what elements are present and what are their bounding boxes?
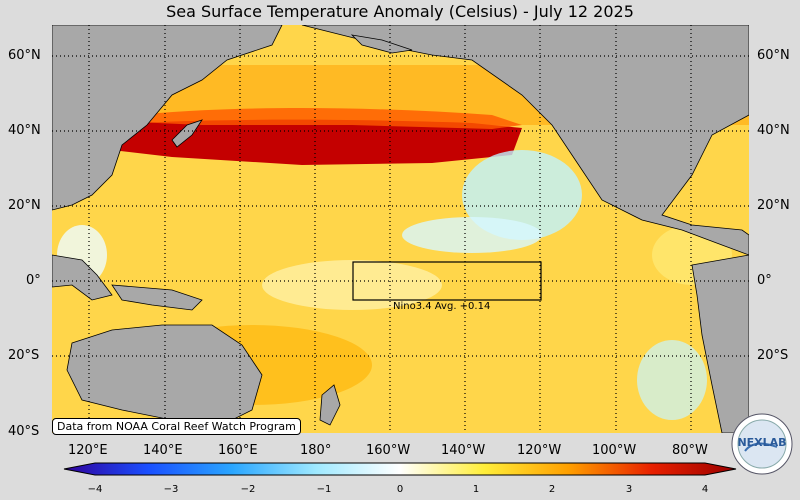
nino34-average-label: Nino3.4 Avg. +0.14 — [393, 301, 491, 312]
colorbar — [63, 462, 737, 476]
colorbar-tick: −1 — [316, 484, 332, 495]
lat-label-right: 20°N — [757, 198, 790, 213]
map-title: Sea Surface Temperature Anomaly (Celsius… — [166, 2, 634, 21]
colorbar-tick: 4 — [701, 484, 709, 495]
lat-label-right: 20°S — [757, 348, 789, 363]
lat-label-left: 0° — [26, 273, 41, 288]
lat-label-right: 40°N — [757, 123, 790, 138]
lon-label: 160°W — [366, 443, 411, 458]
colorbar-tick: 3 — [625, 484, 633, 495]
colorbar-tick: −2 — [240, 484, 256, 495]
lat-label-left: 40°N — [8, 123, 41, 138]
lat-label-right: 60°N — [757, 48, 790, 63]
colorbar-tick: 2 — [548, 484, 556, 495]
lat-label-left: 20°N — [8, 198, 41, 213]
lon-label: 140°W — [441, 443, 486, 458]
lon-label: 160°E — [218, 443, 258, 458]
colorbar-tick: 0 — [396, 484, 404, 495]
lat-label-left: 60°N — [8, 48, 41, 63]
lat-label-right: 0° — [757, 273, 772, 288]
lat-label-left: 40°S — [8, 424, 40, 439]
data-credit-label: Data from NOAA Coral Reef Watch Program — [52, 418, 301, 435]
graticule — [52, 25, 749, 433]
lon-label: 120°W — [517, 443, 562, 458]
land-masses — [52, 25, 749, 433]
lon-label: 100°W — [592, 443, 637, 458]
lon-label: 120°E — [68, 443, 108, 458]
colorbar-tick: −3 — [163, 484, 179, 495]
lat-label-left: 20°S — [8, 348, 40, 363]
logo-text: NEXLAB — [737, 436, 786, 449]
colorbar-tick: 1 — [472, 484, 480, 495]
lon-label: 180° — [300, 443, 332, 458]
nexlab-logo: NEXLAB — [731, 413, 793, 475]
nino34-box — [352, 261, 542, 301]
colorbar-tick: −4 — [87, 484, 103, 495]
map-canvas — [52, 25, 749, 433]
lon-label: 140°E — [143, 443, 183, 458]
sst-anomaly-map — [52, 25, 749, 433]
lon-label: 80°W — [672, 443, 708, 458]
